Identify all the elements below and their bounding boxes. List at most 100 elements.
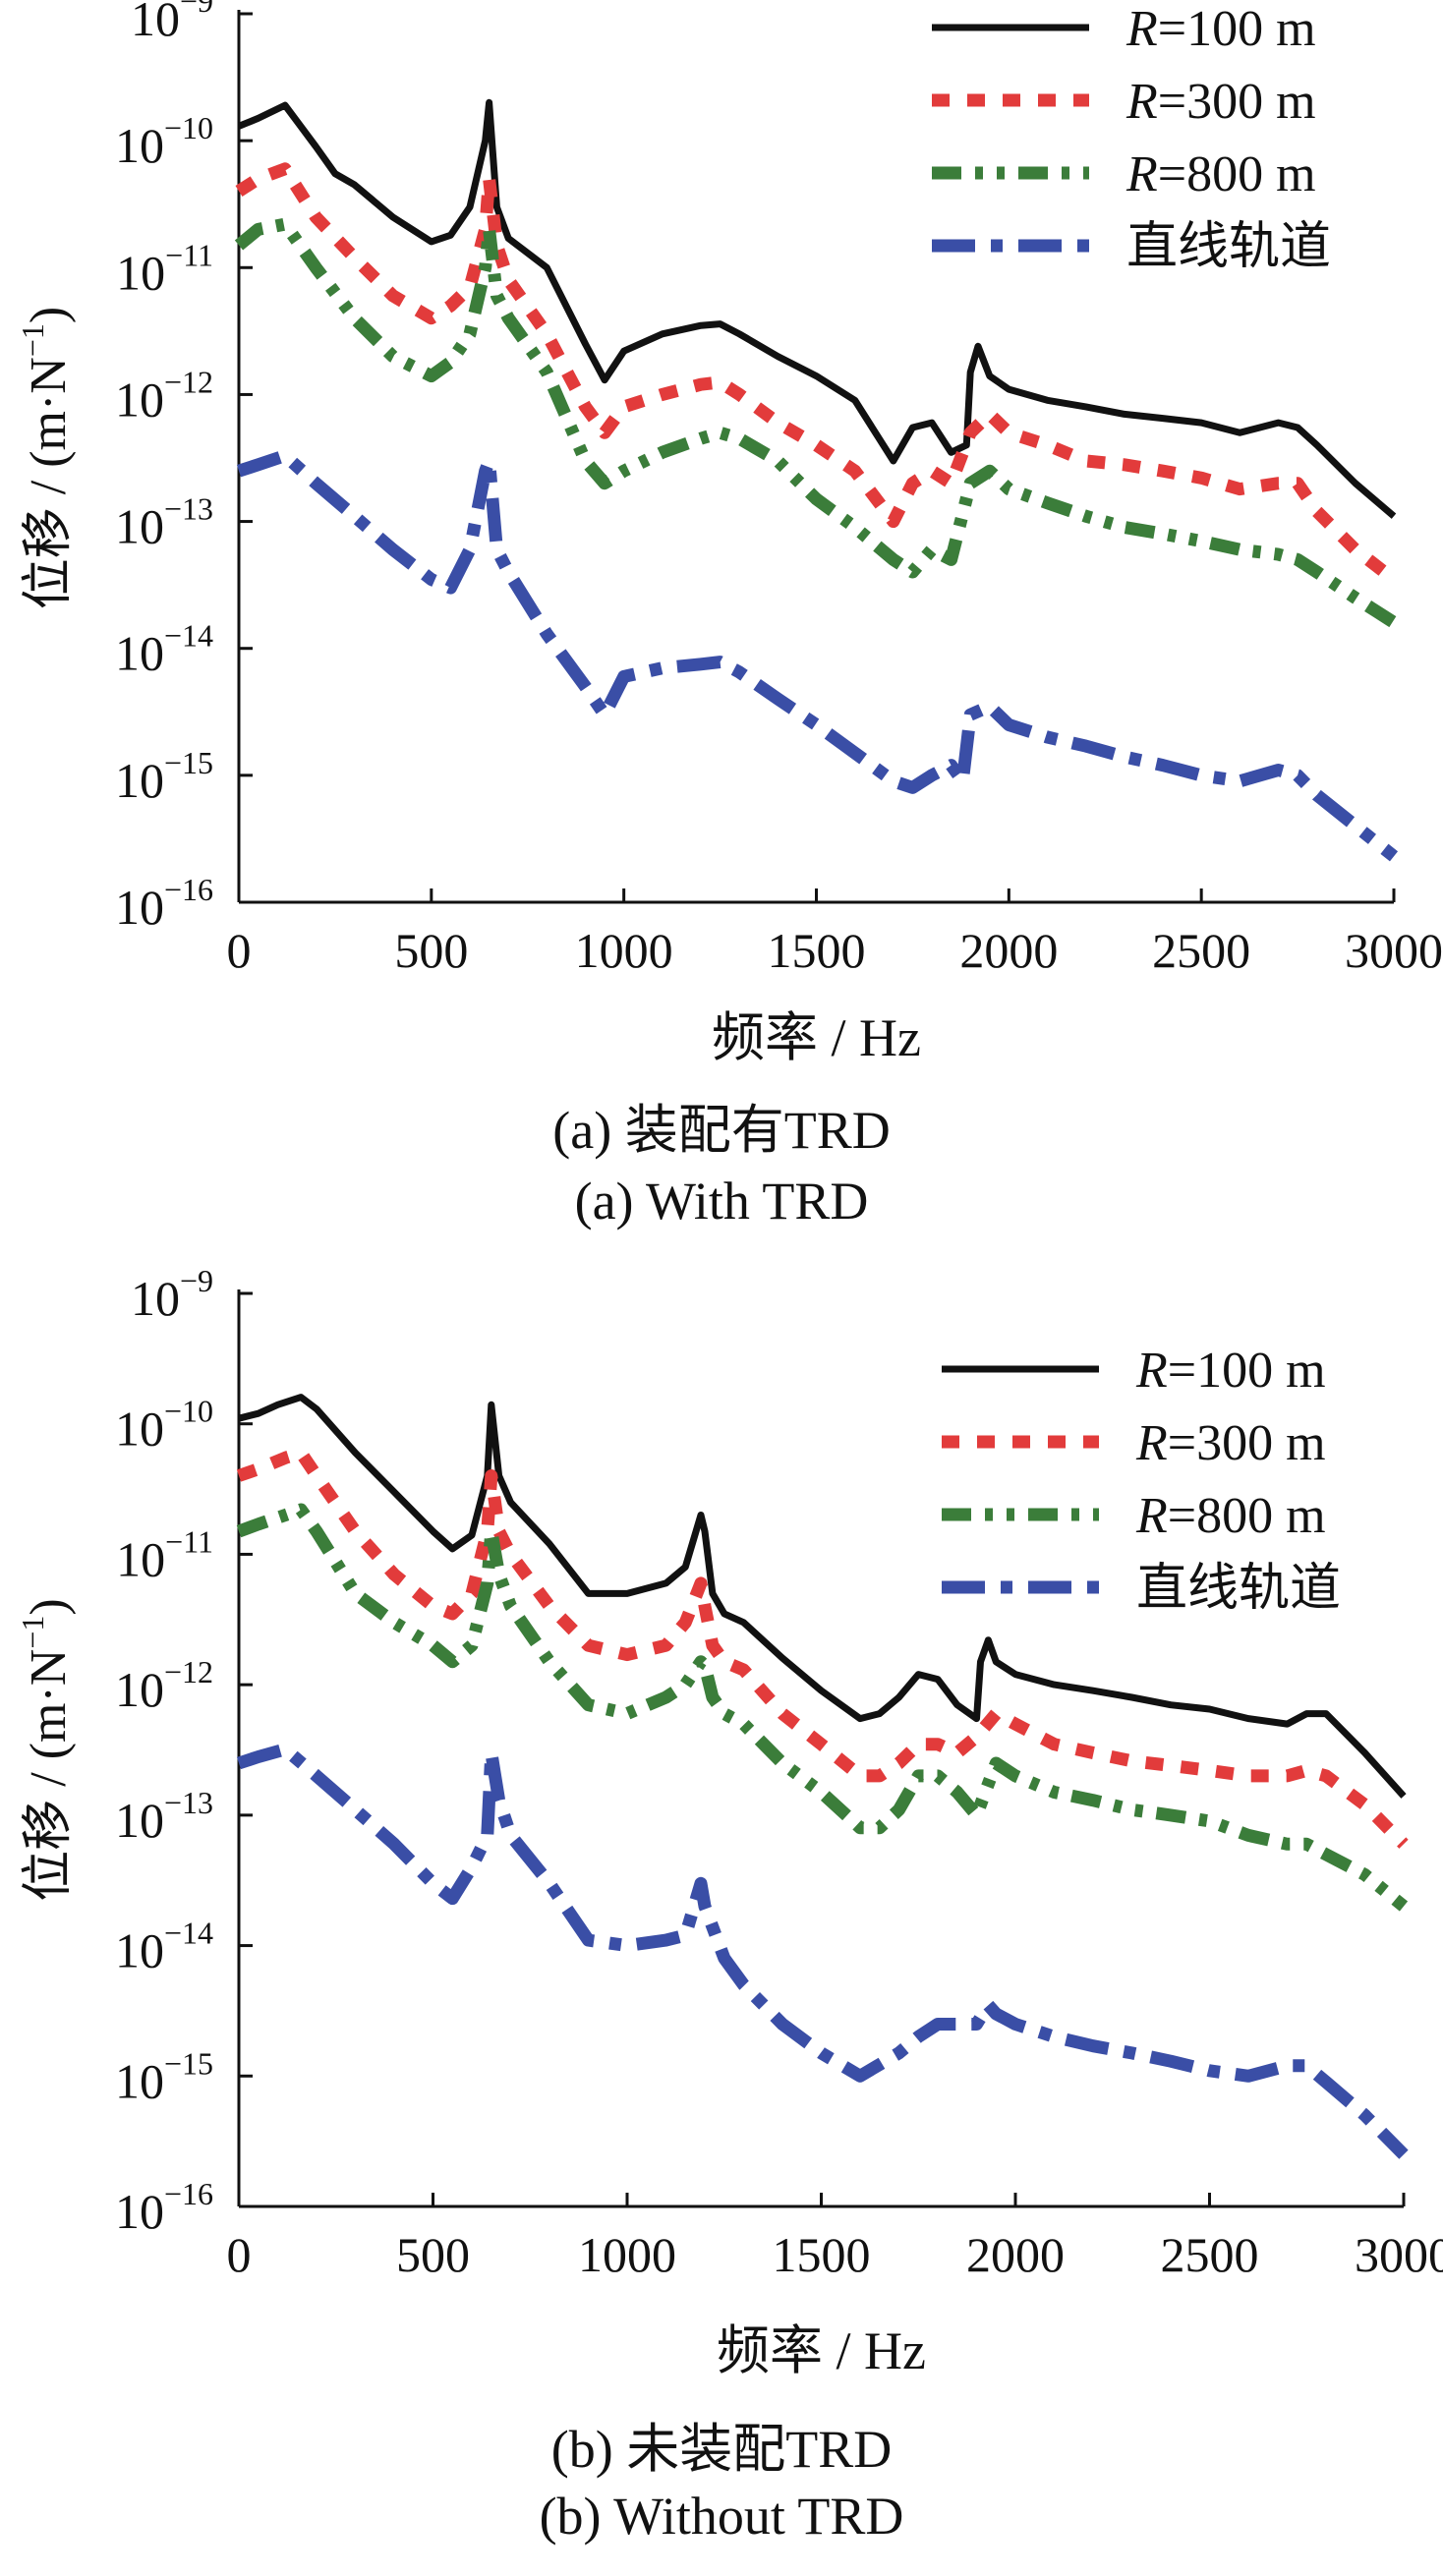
caption-cn-b: (b) 未装配TRD [551,2420,892,2479]
y-tick-base: 10 [131,0,180,46]
x-tick-label: 1000 [578,2227,676,2282]
y-tick-exp: −9 [180,0,213,19]
y-tick-label: 10−10 [115,110,213,173]
y-axis-label-close: ) [21,1598,77,1615]
caption-cn-a: (a) 装配有TRD [552,1101,890,1160]
x-tick-label: 0 [227,923,252,978]
x-tick-label: 1500 [773,2227,871,2282]
y-tick-label: 10−12 [115,1654,213,1717]
legend-label-straight: 直线轨道 [1126,219,1331,275]
y-tick-exp: −15 [164,2045,213,2081]
series-line-r800 [236,1503,1409,1912]
y-tick-label: 10−9 [131,0,213,46]
y-tick-base: 10 [131,1271,180,1326]
y-tick-label: 10−9 [131,1263,213,1326]
legend-label-italic: R [1126,1,1158,57]
x-tick-label: 2500 [1161,2227,1259,2282]
y-tick-exp: −11 [165,1523,213,1559]
x-tick-label: 3000 [1355,2227,1443,2282]
legend-label-italic: R [1135,1488,1168,1544]
y-tick-exp: −12 [164,1654,213,1689]
legend-label-text: =300 m [1158,74,1316,130]
legend-label-text: =800 m [1168,1488,1326,1544]
y-axis-label-main: 位移 / (m·N [21,1649,77,1902]
legend-label-r300: R=300 m [1135,1415,1326,1471]
y-tick-exp: −14 [164,618,213,654]
y-tick-label: 10−15 [115,2045,213,2108]
y-tick-label: 10−13 [115,491,213,554]
legend-label-italic: R [1135,1415,1168,1471]
legend-label-r100: R=100 m [1126,1,1316,57]
y-axis-label-main: 位移 / (m·N [21,357,77,609]
y-axis-label-sup: −1 [15,323,50,357]
y-tick-base: 10 [115,499,164,554]
legend-label-r800: R=800 m [1126,146,1316,202]
legend-label-r100: R=100 m [1135,1343,1326,1399]
y-axis-label-sup: −1 [15,1616,50,1649]
legend-label-italic: R [1126,146,1158,202]
y-tick-exp: −14 [164,1916,213,1951]
y-tick-base: 10 [115,1923,164,1978]
legend-label-text: =300 m [1168,1415,1326,1471]
chart-panel-a: 10−910−1010−1110−1210−1310−1410−1510−160… [15,0,1443,1067]
chart-panel-b: 10−910−1010−1110−1210−1310−1410−1510−160… [15,1263,1443,2380]
caption-en-b: (b) Without TRD [540,2487,904,2546]
y-tick-base: 10 [115,1793,164,1848]
x-tick-label: 2000 [959,923,1058,978]
caption-en-a: (a) With TRD [575,1172,869,1231]
series-line-straight [236,1743,1409,2159]
x-tick-label: 1000 [575,923,673,978]
y-tick-label: 10−10 [115,1394,213,1457]
legend-label-text: =100 m [1168,1343,1326,1399]
y-tick-base: 10 [115,1662,164,1717]
y-tick-base: 10 [115,2053,164,2108]
x-tick-label: 1500 [768,923,866,978]
x-tick-label: 0 [227,2227,252,2282]
y-axis-label-close: ) [21,307,77,323]
legend-label-italic: R [1135,1343,1168,1399]
y-tick-base: 10 [115,2184,164,2239]
y-tick-base: 10 [115,1402,164,1457]
y-tick-exp: −16 [164,2176,213,2211]
y-tick-exp: −10 [164,110,213,145]
y-tick-label: 10−13 [115,1785,213,1848]
y-tick-base: 10 [116,1531,165,1586]
y-tick-exp: −13 [164,491,213,527]
y-tick-exp: −12 [164,364,213,399]
y-tick-label: 10−12 [115,364,213,427]
legend-label-text: =100 m [1158,1,1316,57]
y-tick-exp: −13 [164,1785,213,1820]
x-axis-label: 频率 / Hz [712,1008,921,1067]
legend-label-italic: R [1126,74,1158,130]
x-tick-label: 2500 [1152,923,1250,978]
x-tick-label: 500 [396,2227,470,2282]
x-tick-label: 500 [394,923,468,978]
legend-label-text: =800 m [1158,146,1316,202]
y-tick-exp: −10 [164,1394,213,1429]
y-tick-label: 10−11 [116,1523,213,1586]
legend-label-text: 直线轨道 [1136,1561,1341,1617]
y-tick-label: 10−16 [115,2176,213,2239]
series-line-r100 [238,1394,1407,1799]
x-tick-label: 2000 [966,2227,1065,2282]
y-tick-exp: −9 [180,1263,213,1298]
y-tick-base: 10 [115,626,164,681]
series-line-r300 [235,162,1398,585]
legend-label-r300: R=300 m [1126,74,1316,130]
y-tick-label: 10−14 [115,618,213,681]
y-tick-base: 10 [115,118,164,173]
y-tick-exp: −15 [164,745,213,780]
x-axis-label: 频率 / Hz [717,2321,926,2380]
y-tick-label: 10−15 [115,745,213,808]
x-tick-label: 3000 [1345,923,1443,978]
y-axis-label: 位移 / (m·N−1) [15,1598,77,1901]
y-tick-base: 10 [115,372,164,427]
series-line-straight [236,449,1399,862]
series-line-r800 [234,217,1398,628]
y-tick-exp: −11 [165,237,213,272]
y-tick-base: 10 [116,245,165,300]
series-line-r100 [237,98,1397,519]
series-line-r300 [236,1446,1409,1849]
y-tick-label: 10−11 [116,237,213,300]
